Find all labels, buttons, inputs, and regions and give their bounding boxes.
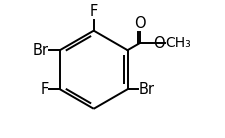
Text: O: O [153, 36, 165, 51]
Text: F: F [40, 82, 49, 97]
Text: F: F [90, 4, 98, 19]
Text: Br: Br [33, 43, 49, 58]
Text: O: O [134, 16, 146, 31]
Text: Br: Br [139, 82, 155, 97]
Text: CH₃: CH₃ [165, 36, 191, 50]
